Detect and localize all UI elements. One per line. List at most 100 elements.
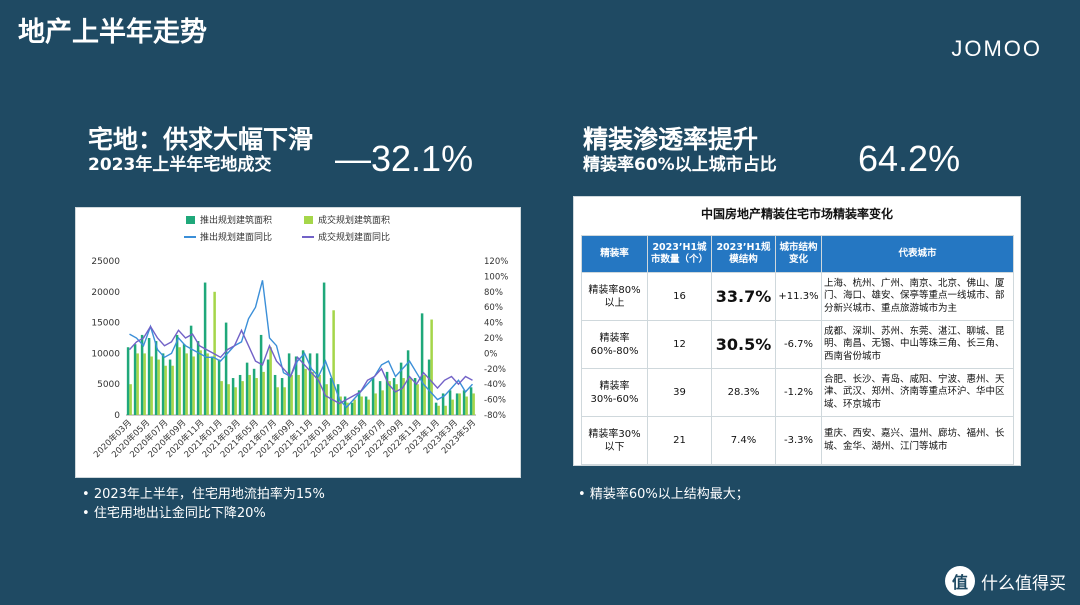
supply-bar — [427, 359, 431, 415]
table-header: 代表城市 — [821, 235, 1014, 273]
left-subheading: 2023年上半年宅地成交 — [88, 155, 272, 175]
y-tick-label: 0 — [114, 411, 120, 421]
deal-bar — [451, 399, 454, 415]
deal-bar — [360, 396, 363, 415]
deal-bar — [178, 347, 181, 415]
deal-bar — [458, 393, 461, 415]
brand-logo: JOMOO — [951, 36, 1042, 61]
supply-bar — [287, 353, 291, 415]
y2-tick-label: 0% — [484, 349, 498, 359]
deal-bar — [472, 393, 475, 415]
legend-label: 成交规划建筑面积 — [318, 214, 390, 226]
y2-tick-label: 120% — [484, 257, 508, 267]
rate-cell: 精装率60%-80% — [581, 320, 648, 369]
supply-bar — [182, 344, 186, 415]
supply-bar — [168, 359, 172, 415]
deal-bar — [262, 371, 265, 415]
left-big-value: —32.1% — [335, 138, 474, 179]
legend-swatch — [304, 216, 313, 224]
deal-bar — [269, 347, 272, 415]
deal-bar — [192, 356, 195, 415]
deal-bar — [353, 399, 356, 415]
deal-bar — [185, 353, 188, 415]
deal-bar — [248, 374, 251, 415]
cities-cell: 成都、深圳、苏州、东莞、湛江、聊城、昆明、南昌、无锡、中山等珠三角、长三角、西南… — [821, 320, 1014, 369]
deal-bar — [318, 374, 321, 415]
watermark-icon: 值 — [945, 566, 975, 596]
supply-bar — [434, 402, 438, 415]
deal-bar — [255, 378, 258, 415]
deal-bar — [290, 374, 293, 415]
table-row: 精装率60%-80% 12 30.5% -6.7% 成都、深圳、苏州、东莞、湛江… — [581, 320, 1014, 369]
change-cell: -1.2% — [775, 368, 822, 417]
right-bullets: 精装率60%以上结构最大； — [578, 485, 749, 504]
rate-cell: 精装率30%-60% — [581, 368, 648, 417]
supply-bar — [196, 341, 200, 415]
legend-label: 成交规划建面同比 — [318, 231, 390, 243]
y2-tick-label: 100% — [484, 272, 508, 282]
land-chart: 推出规划建筑面积 成交规划建筑面积 推出规划建面同比 成交规划建面同比 25000 200… — [75, 207, 521, 478]
supply-bar — [259, 334, 263, 415]
deal-bar — [234, 387, 237, 415]
deal-bar — [430, 319, 433, 415]
left-bullet: 住宅用地出让金同比下降20% — [82, 504, 325, 523]
supply-bar — [245, 362, 249, 415]
deal-bar — [409, 378, 412, 415]
legend-label: 推出规划建面同比 — [200, 231, 272, 243]
supply-bar — [406, 350, 410, 415]
supply-bar — [161, 353, 165, 415]
y2-tick-label: 40% — [484, 319, 503, 329]
deal-bar — [241, 381, 244, 415]
share-cell: 30.5% — [711, 320, 776, 369]
supply-bar — [301, 350, 305, 415]
supply-bar — [231, 378, 235, 415]
table-row: 精装率30%-60% 39 28.3% -1.2% 合肥、长沙、青岛、咸阳、宁波… — [581, 368, 1014, 417]
deal-bar — [374, 393, 377, 415]
deal-bar — [220, 381, 223, 415]
y2-tick-label: 80% — [484, 288, 503, 298]
rate-cell: 精装率30%以下 — [581, 416, 648, 465]
deal-bar — [339, 396, 342, 415]
y-tick-label: 10000 — [91, 349, 120, 359]
supply-yoy-line — [129, 280, 474, 409]
supply-bar — [189, 325, 193, 415]
watermark-text: 什么值得买 — [981, 573, 1066, 594]
rate-cell: 精装率80%以上 — [581, 272, 648, 321]
supply-bar — [329, 378, 333, 415]
table-header: 2023’H1城市数量（个） — [647, 235, 712, 273]
supply-bar — [273, 374, 277, 415]
finish-rate-table-panel: 中国房地产精装住宅市场精装率变化 精装率 2023’H1城市数量（个） 2023… — [573, 196, 1021, 466]
deal-bar — [199, 350, 202, 415]
deal-bar — [297, 374, 300, 415]
count-cell: 39 — [647, 368, 712, 417]
table-header: 2023’H1规模结构 — [711, 235, 776, 273]
deal-bar — [143, 353, 146, 415]
supply-bar — [322, 282, 326, 415]
cities-cell: 重庆、西安、嘉兴、温州、廊坊、福州、长城、金华、湖州、江门等城市 — [821, 416, 1014, 465]
table-header: 城市结构变化 — [775, 235, 822, 273]
deal-bar — [206, 353, 209, 415]
supply-bar — [371, 378, 375, 415]
supply-bar — [469, 387, 473, 415]
supply-bar — [133, 344, 137, 415]
supply-bar — [336, 384, 340, 415]
right-bullet: 精装率60%以上结构最大； — [578, 485, 749, 504]
deal-bar — [416, 384, 419, 415]
deal-bar — [423, 374, 426, 415]
left-bullets: 2023年上半年，住宅用地流拍率为15% 住宅用地出让金同比下降20% — [82, 485, 325, 523]
right-big-value: 64.2% — [858, 138, 961, 179]
supply-bar — [147, 338, 151, 415]
deal-bar — [388, 381, 391, 415]
supply-bar — [238, 374, 242, 415]
supply-bar — [154, 341, 158, 415]
finish-rate-table: 精装率 2023’H1城市数量（个） 2023’H1规模结构 城市结构变化 代表… — [581, 235, 1014, 465]
supply-bar — [420, 313, 424, 415]
supply-bar — [364, 396, 368, 415]
left-bullet: 2023年上半年，住宅用地流拍率为15% — [82, 485, 325, 504]
supply-bar — [126, 347, 130, 415]
supply-bar — [455, 393, 459, 415]
deal-bar — [129, 384, 132, 415]
supply-bar — [392, 378, 396, 415]
deal-bar — [171, 365, 174, 415]
count-cell: 21 — [647, 416, 712, 465]
